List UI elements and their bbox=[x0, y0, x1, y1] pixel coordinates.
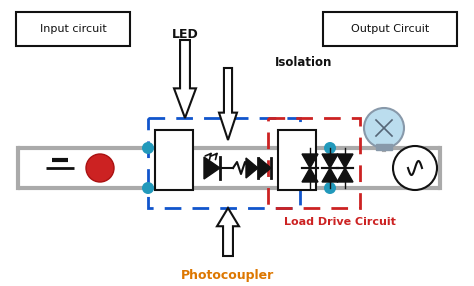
Polygon shape bbox=[337, 168, 353, 182]
Polygon shape bbox=[246, 158, 258, 178]
Circle shape bbox=[364, 108, 404, 148]
Circle shape bbox=[142, 182, 154, 194]
Text: Output Circuit: Output Circuit bbox=[351, 24, 429, 34]
FancyBboxPatch shape bbox=[323, 12, 457, 46]
Polygon shape bbox=[217, 208, 239, 256]
FancyBboxPatch shape bbox=[16, 12, 130, 46]
Polygon shape bbox=[337, 154, 353, 168]
Circle shape bbox=[393, 146, 437, 190]
Polygon shape bbox=[322, 154, 338, 168]
Circle shape bbox=[324, 142, 336, 154]
Text: Photocoupler: Photocoupler bbox=[182, 269, 274, 281]
Polygon shape bbox=[174, 40, 196, 118]
Circle shape bbox=[142, 142, 154, 154]
Circle shape bbox=[86, 154, 114, 182]
Bar bbox=[278, 130, 316, 190]
Text: Isolation: Isolation bbox=[275, 55, 332, 69]
Polygon shape bbox=[204, 157, 220, 179]
Text: Load Drive Circuit: Load Drive Circuit bbox=[284, 217, 396, 227]
Bar bbox=[376, 144, 392, 150]
Circle shape bbox=[324, 182, 336, 194]
Polygon shape bbox=[322, 168, 338, 182]
Text: LED: LED bbox=[172, 27, 199, 41]
Polygon shape bbox=[259, 158, 271, 178]
Text: Input circuit: Input circuit bbox=[40, 24, 106, 34]
Bar bbox=[155, 130, 193, 190]
Polygon shape bbox=[302, 154, 318, 168]
Polygon shape bbox=[302, 168, 318, 182]
Polygon shape bbox=[219, 68, 237, 140]
